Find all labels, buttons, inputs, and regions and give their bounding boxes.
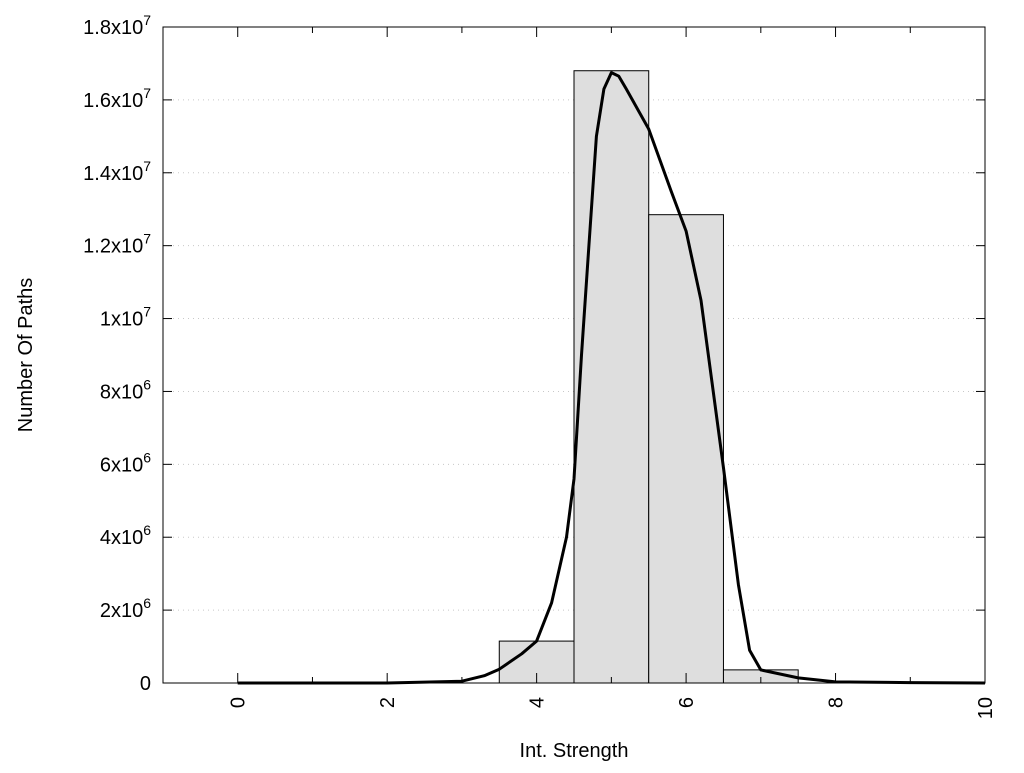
y-tick-label: 0 [140, 673, 151, 695]
x-tick-label: 10 [975, 697, 997, 719]
y-tick-label: 1.6x107 [83, 85, 151, 112]
x-tick-label: 2 [377, 697, 399, 708]
x-tick-label: 4 [527, 697, 549, 708]
y-tick-label: 1.4x107 [83, 158, 151, 185]
x-tick-label: 8 [826, 697, 848, 708]
x-axis: 0 2 4 6 8 10 [228, 27, 997, 719]
y-tick-label: 4x106 [100, 522, 151, 549]
y-tick-label: 2x106 [100, 595, 151, 622]
fit-curve [237, 71, 986, 685]
y-tick-label: 8x106 [100, 376, 151, 403]
histogram-bar [573, 70, 650, 684]
y-axis: 0 2x106 4x106 6x106 8x106 1x107 1.2x107 1.4x107… [83, 12, 985, 695]
y-tick-label: 6x106 [100, 449, 151, 476]
plot-frame [162, 26, 986, 684]
x-tick-label: 6 [676, 697, 698, 708]
x-axis-label: Int. Strength [520, 740, 629, 762]
y-tick-label: 1x107 [100, 304, 151, 331]
histogram-bar [648, 214, 724, 684]
fit-curve-line [237, 71, 986, 685]
x-tick-label: 0 [228, 697, 250, 708]
y-axis-label: Number Of Paths [15, 278, 37, 433]
histogram-bars [498, 70, 799, 684]
y-tick-label: 1.2x107 [83, 231, 151, 258]
y-tick-label: 1.8x107 [83, 12, 151, 39]
